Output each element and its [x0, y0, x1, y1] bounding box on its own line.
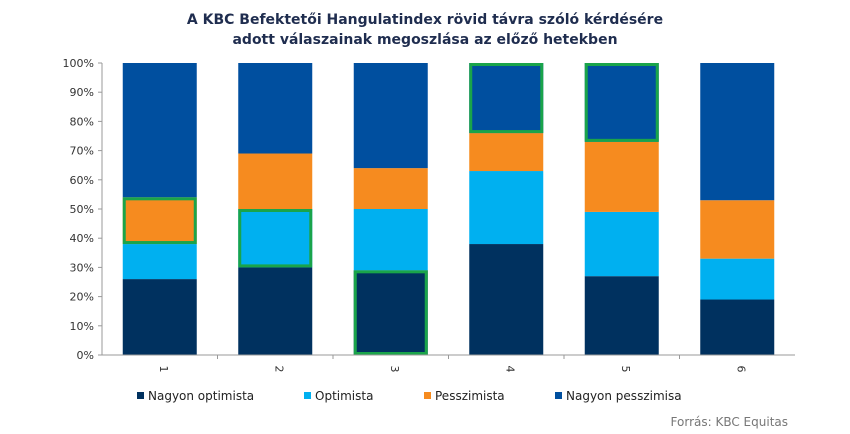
bar-segment [238, 267, 313, 355]
bar-segment [353, 63, 428, 169]
bar-segment [700, 63, 775, 201]
legend-swatch [424, 392, 431, 399]
legend-swatch [555, 392, 562, 399]
y-axis: 0% 10% 20% 30% 40% 50% 60% 70% 80% 90% 100% [63, 57, 103, 362]
legend-label: Pesszimista [435, 389, 505, 403]
chart-title-line-1: A KBC Befektetői Hangulatindex rövid táv… [186, 12, 664, 28]
y-tick-label: 80% [70, 115, 94, 128]
bar-segment [353, 209, 428, 271]
highlight-box [584, 63, 659, 142]
legend-label: Optimista [315, 389, 373, 403]
y-tick-label: 60% [70, 174, 94, 187]
legend-label: Nagyon pesszimisa [566, 389, 682, 403]
y-tick-label: 70% [70, 145, 94, 158]
y-tick-label: 0% [77, 349, 94, 362]
y-tick-label: 10% [70, 320, 94, 333]
x-tick-label: 1 [157, 366, 170, 373]
legend-swatch [304, 392, 311, 399]
bar-segment [122, 197, 197, 245]
highlight-box [469, 63, 544, 134]
highlight-box [353, 270, 428, 356]
legend-label: Nagyon optimista [148, 389, 254, 403]
chart-title-line-2: adott válaszainak megoszlása az előző he… [232, 32, 618, 48]
x-tick-label: 5 [619, 366, 632, 373]
y-tick-label: 40% [70, 232, 94, 245]
bar-segment [469, 63, 544, 134]
highlight-box [238, 209, 313, 268]
bar-segment [238, 63, 313, 154]
bar-segment [353, 270, 428, 355]
bar-segment [122, 279, 197, 355]
y-tick-label: 20% [70, 291, 94, 304]
x-tick-label: 4 [503, 366, 516, 373]
bar-segment [700, 299, 775, 355]
bar-segment [238, 153, 313, 209]
source-note: Forrás: KBC Equitas [671, 415, 788, 429]
bar-segment [353, 168, 428, 209]
bar-segment [700, 200, 775, 259]
x-tick-label: 2 [272, 366, 285, 373]
bar-segment [584, 211, 659, 277]
bar-segment [584, 276, 659, 355]
bar-segment [122, 244, 197, 280]
chart-title: A KBC Befektetői Hangulatindex rövid táv… [0, 10, 850, 50]
x-tick-label: 6 [734, 366, 747, 373]
bar-segment [469, 171, 544, 245]
highlight-box [122, 197, 197, 245]
bars [122, 63, 775, 355]
bar-segment [122, 63, 197, 198]
bar-segment [700, 258, 775, 300]
x-axis: 1 2 3 4 5 6 [102, 354, 795, 373]
y-tick-label: 100% [63, 57, 94, 70]
highlight-boxes [122, 63, 659, 356]
legend-swatch [137, 392, 144, 399]
x-tick-label: 3 [388, 366, 401, 373]
bar-segment [469, 244, 544, 355]
bar-segment [238, 209, 313, 268]
y-tick-label: 30% [70, 261, 94, 274]
y-tick-label: 50% [70, 203, 94, 216]
y-tick-label: 90% [70, 86, 94, 99]
bar-segment [584, 141, 659, 212]
bar-segment [469, 133, 544, 172]
bar-segment [584, 63, 659, 142]
legend: Nagyon optimista Optimista Pesszimista Nagy… [137, 389, 682, 403]
